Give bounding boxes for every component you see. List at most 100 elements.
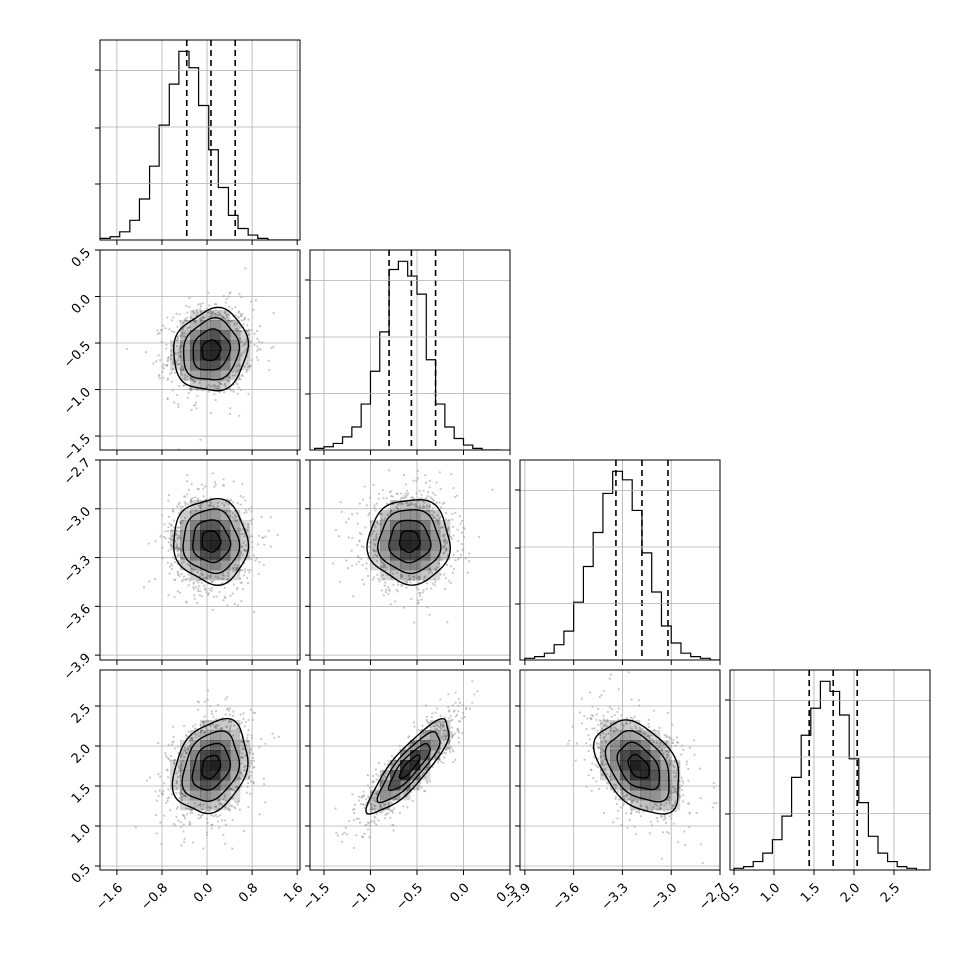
scatter-point	[249, 792, 252, 795]
scatter-point	[249, 770, 252, 774]
scatter-point	[228, 499, 231, 502]
scatter-point	[339, 580, 342, 583]
panel-frame	[729, 669, 931, 871]
scatter-point	[652, 806, 655, 809]
scatter-point	[658, 746, 661, 749]
density-cell	[430, 520, 441, 531]
scatter-point	[209, 315, 213, 318]
scatter-point	[446, 541, 449, 544]
scatter-point	[675, 769, 679, 772]
density-cell	[650, 770, 661, 781]
scatter-point	[203, 584, 206, 587]
scatter-point	[412, 479, 415, 482]
scatter-point	[374, 805, 377, 808]
scatter-point	[233, 724, 236, 727]
scatter-point	[372, 548, 375, 551]
scatter-point	[182, 575, 186, 578]
panel-frame	[99, 39, 301, 241]
scatter-point	[175, 345, 178, 348]
scatter-point	[390, 801, 393, 804]
scatter-point	[380, 589, 383, 592]
scatter-point	[423, 505, 426, 508]
scatter-point	[162, 536, 165, 539]
density-cell	[610, 760, 621, 771]
scatter-point	[251, 517, 254, 521]
scatter-point	[389, 571, 392, 574]
scatter-point	[178, 574, 181, 578]
scatter-point	[190, 408, 193, 412]
scatter-point	[234, 566, 237, 569]
scatter-point	[180, 365, 184, 368]
scatter-point	[225, 708, 229, 711]
scatter-point	[669, 795, 672, 799]
scatter-point	[431, 497, 434, 500]
density-cell	[630, 720, 641, 731]
scatter-point	[246, 733, 250, 736]
scatter-point	[179, 372, 182, 375]
scatter-point	[134, 826, 137, 829]
density-cell	[430, 720, 441, 731]
scatter-point	[191, 496, 194, 500]
scatter-point	[620, 823, 623, 827]
density-cell	[200, 320, 211, 331]
scatter-point	[392, 829, 395, 832]
scatter-point	[158, 789, 161, 792]
scatter-point	[400, 573, 403, 577]
scatter-point	[247, 523, 250, 526]
scatter-point	[438, 725, 441, 729]
scatter-point	[387, 585, 390, 589]
scatter-point	[183, 319, 187, 322]
scatter-point	[466, 571, 469, 574]
density-cell	[200, 550, 211, 561]
scatter-point	[450, 730, 453, 734]
scatter-point	[236, 327, 239, 330]
scatter-point	[198, 381, 201, 384]
scatter-point	[385, 502, 389, 505]
scatter-point	[355, 834, 358, 837]
scatter-point	[436, 520, 439, 524]
scatter-point	[642, 810, 645, 813]
scatter-point	[229, 291, 232, 294]
scatter-point	[239, 713, 242, 716]
scatter-point	[148, 580, 151, 583]
scatter-point	[179, 522, 182, 525]
density-cell	[210, 560, 221, 571]
scatter-point	[609, 728, 612, 732]
scatter-point	[616, 728, 619, 731]
scatter-point	[197, 504, 201, 507]
scatter-point	[436, 707, 439, 710]
scatter-point	[442, 729, 445, 732]
scatter-point	[249, 519, 253, 522]
scatter-point	[237, 369, 240, 372]
density-cell	[190, 500, 201, 511]
scatter-point	[441, 526, 445, 529]
scatter-point	[385, 588, 388, 591]
scatter-point	[617, 688, 620, 691]
scatter-point	[214, 805, 218, 808]
scatter-point	[228, 809, 232, 812]
y-tick-label: 0.5	[69, 245, 94, 270]
scatter-point	[162, 367, 165, 370]
scatter-point	[172, 360, 175, 364]
scatter-point	[166, 316, 169, 319]
scatter-point	[430, 587, 433, 590]
scatter-point	[221, 501, 224, 505]
scatter-point	[404, 492, 407, 495]
scatter-point	[408, 503, 411, 507]
scatter-point	[377, 819, 380, 822]
panel-3-1	[305, 669, 511, 875]
scatter-point	[400, 583, 403, 586]
scatter-point	[606, 710, 609, 713]
scatter-point	[358, 531, 361, 534]
scatter-point	[682, 794, 685, 797]
scatter-point	[412, 721, 415, 724]
scatter-point	[591, 762, 594, 765]
scatter-point	[402, 580, 405, 583]
scatter-point	[418, 505, 421, 508]
scatter-point	[170, 567, 174, 571]
scatter-point	[182, 561, 185, 564]
scatter-point	[158, 331, 161, 335]
panel-2-1	[305, 459, 511, 665]
scatter-point	[229, 594, 232, 597]
scatter-point	[415, 479, 418, 482]
